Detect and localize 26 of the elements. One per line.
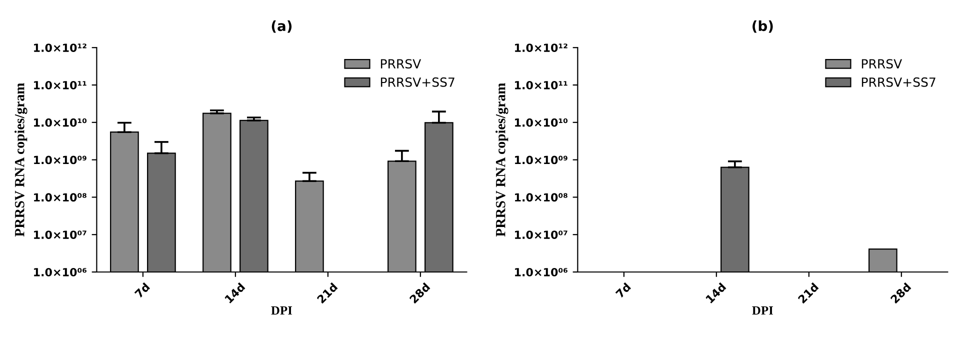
x-axis-title: DPI [271,306,292,315]
y-tick-label: 1.0×10⁰⁷ [34,230,86,239]
y-tick-label: 1.0×10⁰⁶ [34,268,86,276]
y-axis-title: PRRSV RNA copies/gram [496,83,508,237]
x-tick-label: 7d [134,282,150,298]
y-tick-label: 1.0×10¹⁰ [34,118,87,127]
y-axis-title: PRRSV RNA copies/gram [14,83,28,237]
legend-label: PRRSV+SS7 [380,77,454,87]
y-tick-label: 1.0×10¹¹ [515,80,568,90]
y-tick-label: 1.0×10¹¹ [34,80,86,90]
legend-label: PRRSV+SS7 [862,77,936,87]
y-tick-label: 1.0×10⁰⁹ [34,156,86,164]
legend-label: PRRSV [380,59,422,69]
y-tick-label: 1.0×10⁰⁹ [515,156,568,164]
chart-title: (a) [272,20,292,33]
y-tick-label: 1.0×10¹² [515,44,568,52]
legend-label: PRRSV [862,59,902,69]
y-tick-label: 1.0×10⁰⁶ [515,268,568,276]
y-tick-label: 1.0×10⁰⁸ [515,193,568,202]
x-tick-label: 7d [615,282,632,298]
y-tick-label: 1.0×10¹² [34,44,86,52]
y-tick-label: 1.0×10⁰⁸ [34,193,86,202]
x-axis-title: DPI [752,306,774,315]
y-tick-label: 1.0×10¹⁰ [515,118,568,127]
chart-title: (b) [752,20,773,33]
y-tick-label: 1.0×10⁰⁷ [515,230,568,239]
